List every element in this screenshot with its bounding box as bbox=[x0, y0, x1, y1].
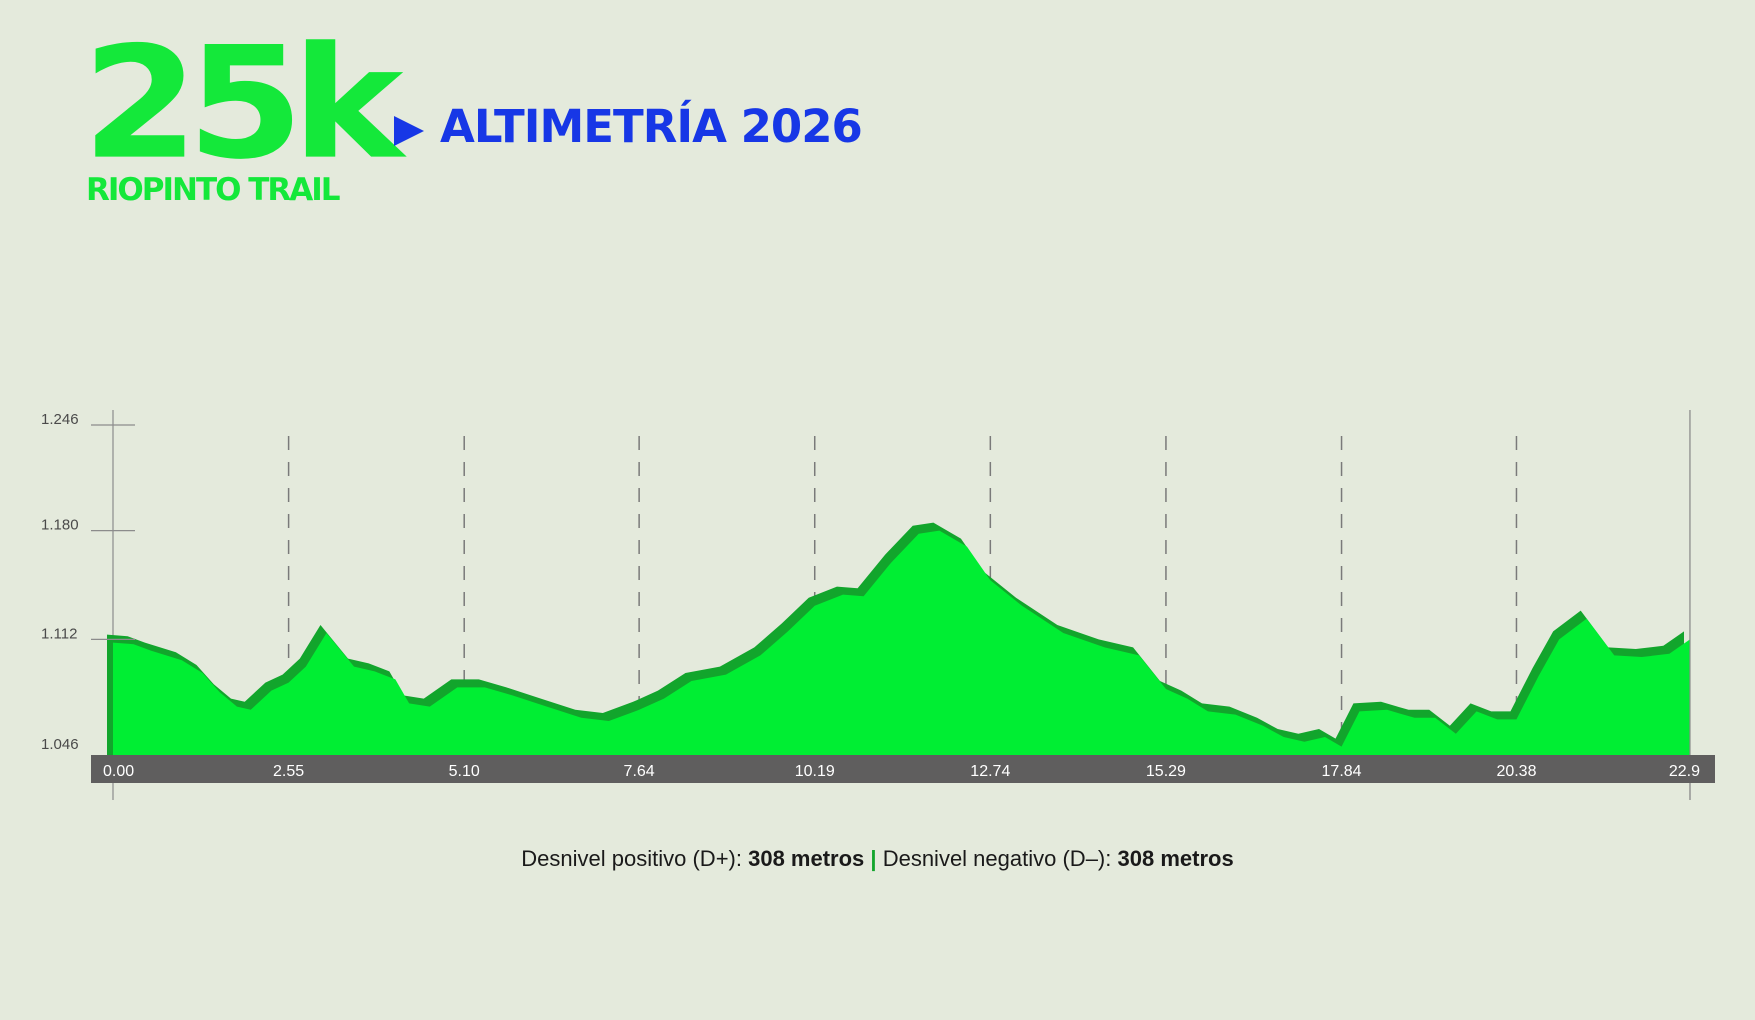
loss-value: 308 metros bbox=[1117, 846, 1234, 871]
play-arrow-icon bbox=[394, 116, 424, 146]
x-tick-label: 5.10 bbox=[449, 763, 480, 780]
x-tick-label: 15.29 bbox=[1146, 763, 1186, 780]
y-tick-label: 1.112 bbox=[41, 625, 77, 642]
elevation-summary: Desnivel positivo (D+): 308 metros | Des… bbox=[0, 846, 1755, 872]
gain-label: Desnivel positivo (D+): bbox=[521, 846, 742, 871]
x-tick-label: 10.19 bbox=[795, 763, 835, 780]
x-tick-label: 17.84 bbox=[1322, 763, 1362, 780]
y-axis-ticks: 1.246 1.180 1.112 1.046 bbox=[41, 411, 135, 753]
x-tick-label: 7.64 bbox=[624, 763, 655, 780]
chart-area-layer bbox=[107, 400, 1730, 800]
x-axis-bar bbox=[91, 755, 1715, 783]
chart-axes bbox=[91, 755, 1715, 783]
elevation-area bbox=[113, 530, 1690, 755]
summary-separator: | bbox=[870, 846, 877, 871]
x-tick-label: 2.55 bbox=[273, 763, 304, 780]
logo-25k: 25k bbox=[82, 13, 403, 194]
y-tick-label: 1.046 bbox=[41, 736, 79, 753]
gain-value: 308 metros bbox=[748, 846, 865, 871]
y-tick-label: 1.180 bbox=[41, 517, 79, 534]
x-tick-label: 20.38 bbox=[1496, 763, 1536, 780]
x-tick-label: 0.00 bbox=[103, 763, 134, 780]
x-axis-ticks: 0.00 2.55 5.10 7.64 10.19 12.74 15.29 17.84 20.3… bbox=[103, 763, 1700, 780]
loss-label: Desnivel negativo (D–): bbox=[882, 846, 1112, 871]
logo-riopinto-trail: RIOPINTO TRAIL bbox=[86, 172, 341, 208]
y-tick-label: 1.246 bbox=[41, 411, 79, 428]
page-title: ALTIMETRÍA 2026 bbox=[440, 100, 863, 153]
x-tick-label: 22.9 bbox=[1669, 763, 1700, 780]
chart-clip bbox=[1690, 400, 1730, 760]
x-tick-label: 12.74 bbox=[970, 763, 1010, 780]
